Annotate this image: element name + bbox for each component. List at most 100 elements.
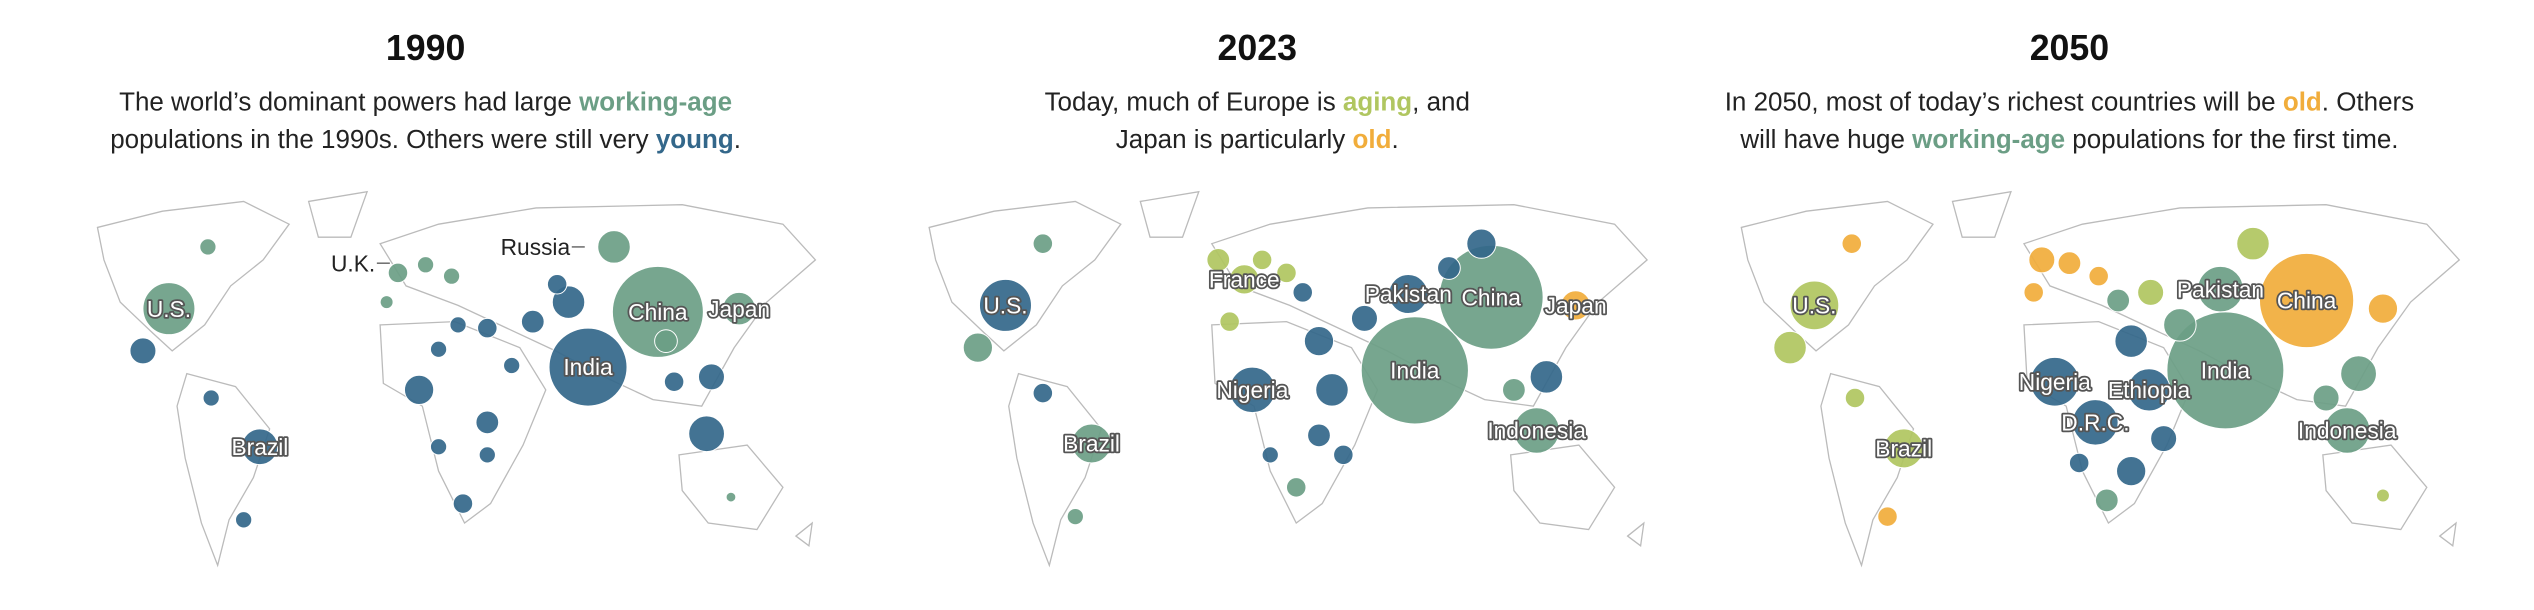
country-bubble — [199, 238, 217, 256]
country-bubble — [663, 371, 685, 392]
land-outline — [1740, 200, 1934, 352]
subtitle-segment: old — [1353, 124, 1392, 154]
country-bubble — [403, 374, 435, 405]
country-bubble — [1066, 507, 1084, 526]
country-bubble — [548, 327, 628, 407]
map-panel: 2023 Today, much of Europe is aging, and J… — [928, 28, 1649, 568]
country-label: Japan — [708, 296, 770, 322]
panel-title: 1990 — [386, 28, 465, 68]
land-outline — [379, 320, 547, 525]
map-panel: 1990 The world’s dominant powers had larg… — [96, 28, 817, 568]
country-bubble — [1360, 316, 1469, 425]
country-bubble — [416, 256, 435, 274]
country-bubble — [1560, 290, 1591, 321]
country-bubble — [2367, 293, 2399, 324]
country-bubble — [1307, 423, 1331, 448]
country-bubble — [546, 274, 568, 295]
country-label: China — [628, 299, 688, 325]
country-bubble — [1229, 264, 1260, 295]
country-bubble — [2375, 488, 2390, 503]
country-label: Russia — [501, 234, 571, 260]
country-bubble — [2340, 355, 2377, 392]
land-outline — [2438, 521, 2457, 547]
subtitle-segment: will have huge — [1739, 124, 1912, 154]
country-bubble — [1437, 256, 1461, 280]
country-bubble — [477, 317, 498, 339]
subtitle-segment: young — [656, 124, 734, 154]
country-label: India — [1390, 358, 1440, 384]
country-label: France — [1209, 267, 1280, 293]
country-label: Pakistan — [2177, 276, 2264, 302]
country-label: Brazil — [1875, 435, 1932, 461]
country-bubble — [449, 316, 467, 334]
country-bubble — [379, 295, 394, 310]
land-outline — [1509, 444, 1616, 531]
country-bubble — [2258, 252, 2355, 349]
country-bubble — [1789, 280, 1840, 331]
country-bubble — [1229, 366, 1276, 414]
panel-subtitle: The world’s dominant powers had large wo… — [119, 86, 732, 116]
country-bubble — [1883, 428, 1924, 469]
subtitle-segment: aging — [1343, 86, 1412, 116]
country-bubble — [1071, 423, 1112, 464]
country-bubble — [2137, 278, 2165, 306]
country-bubble — [1841, 233, 1863, 254]
country-bubble — [2106, 288, 2131, 313]
subtitle-segment: working-age — [578, 86, 732, 116]
country-bubble — [1206, 248, 1231, 272]
subtitle-segment: populations in the 1990s. Others were st… — [110, 124, 656, 154]
subtitle-segment: Japan is particularly — [1116, 124, 1353, 154]
country-bubble — [962, 332, 993, 363]
panel-title: 2050 — [2030, 28, 2109, 68]
country-bubble — [1388, 274, 1429, 315]
country-bubble — [452, 493, 474, 514]
land-outline — [1626, 521, 1645, 547]
country-bubble — [202, 389, 220, 407]
subtitle-segment: . — [734, 124, 741, 154]
country-bubble — [2068, 452, 2090, 474]
subtitle-segment: . — [1391, 124, 1398, 154]
country-bubble — [429, 438, 448, 456]
country-bubble — [688, 415, 725, 453]
country-bubble — [2094, 488, 2119, 513]
country-bubble — [725, 491, 737, 503]
country-bubble — [1286, 477, 1307, 498]
country-bubble — [2236, 226, 2270, 261]
land-outline — [96, 200, 291, 352]
country-label: Indonesia — [1487, 418, 1586, 444]
country-bubble — [520, 309, 545, 334]
country-bubble — [1466, 228, 1497, 259]
country-bubble — [1350, 304, 1378, 332]
country-bubble — [654, 329, 678, 353]
panel-subtitle: Today, much of Europe is aging, and — [1045, 86, 1470, 116]
country-label: China — [1461, 284, 1521, 310]
country-bubble — [1844, 387, 1866, 409]
country-bubble — [1303, 326, 1335, 357]
country-bubble — [979, 278, 1032, 332]
subtitle-segment: old — [2283, 86, 2322, 116]
country-bubble — [475, 410, 500, 435]
country-bubble — [1292, 282, 1313, 303]
country-label: India — [2201, 358, 2251, 384]
land-outline — [1139, 190, 1200, 238]
country-label: U.S. — [983, 293, 1027, 319]
country-bubble — [2116, 455, 2147, 487]
country-bubble — [503, 356, 521, 375]
country-label: Indonesia — [2298, 418, 2397, 444]
country-label: Japan — [1545, 293, 1607, 319]
country-label: Ethiopia — [2108, 377, 2191, 403]
subtitle-segment: . Others — [2322, 86, 2414, 116]
land-outline — [2322, 444, 2428, 531]
country-bubble — [2127, 368, 2171, 412]
country-bubble — [1877, 506, 1898, 527]
land-outline — [928, 200, 1122, 352]
country-bubble — [1032, 233, 1054, 254]
country-bubble — [611, 265, 704, 358]
country-bubble — [2312, 384, 2340, 412]
country-bubble — [1513, 407, 1560, 454]
country-label: U.S. — [147, 296, 191, 322]
subtitle-segment: The world’s dominant powers had large — [119, 86, 579, 116]
country-label: Nigeria — [1216, 377, 1288, 403]
country-bubble — [241, 428, 279, 466]
